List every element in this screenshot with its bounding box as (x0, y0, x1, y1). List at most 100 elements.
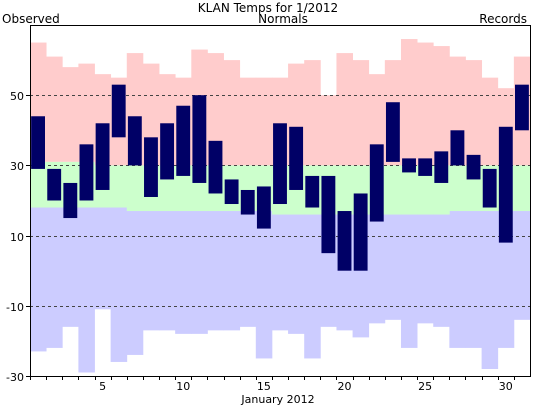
record-high-bar (239, 77, 257, 166)
normal-range-bar (126, 165, 144, 212)
record-high-bar (46, 56, 63, 162)
record-high-bar (223, 60, 241, 166)
plot-frame (30, 25, 531, 377)
observed-bar (337, 211, 352, 271)
x-tick-label: 15 (257, 380, 271, 393)
observed-bar (321, 175, 336, 254)
observed-bars (31, 84, 529, 271)
normal-range-bar (30, 161, 47, 208)
normal-range-bar (449, 165, 466, 212)
observed-bar (144, 137, 158, 197)
record-low-bar (384, 214, 402, 320)
record-low-bar (400, 214, 418, 348)
x-tick-label: 5 (99, 380, 106, 393)
legend-normals: Normals (258, 12, 308, 26)
record-low-bar (223, 211, 241, 331)
x-axis-title: January 2012 (240, 393, 314, 406)
record-low-bar (465, 211, 483, 348)
record-high-bar (255, 77, 273, 166)
observed-bar (160, 123, 175, 180)
observed-bar (515, 84, 529, 131)
observed-bar (289, 126, 304, 190)
record-low-bar (513, 211, 531, 320)
record-low-bar (449, 211, 466, 348)
observed-bar (176, 105, 191, 176)
x-tick-label: 10 (176, 380, 190, 393)
record-low-bar (30, 207, 47, 352)
record-low-bar (304, 214, 321, 359)
observed-bar (402, 158, 416, 173)
record-high-bar (417, 42, 434, 166)
observed-bar (466, 154, 481, 180)
record-high-bar (78, 63, 95, 162)
normal-range-bar (336, 165, 353, 215)
observed-bar (450, 130, 465, 166)
observed-bar (418, 158, 433, 176)
observed-bar (482, 168, 497, 208)
record-high-bar (368, 74, 386, 166)
observed-bar (31, 116, 45, 169)
observed-bar (385, 102, 400, 162)
normal-range-bar (513, 165, 531, 212)
record-high-bar (352, 60, 370, 166)
normal-range-bar (175, 165, 192, 212)
record-low-bar (159, 211, 176, 331)
record-low-bar (271, 214, 289, 331)
observed-bar (192, 95, 207, 183)
legend-observed: Observed (2, 12, 60, 26)
record-low-bar (417, 214, 434, 324)
record-low-bar (481, 211, 499, 369)
record-high-bar (336, 53, 353, 166)
record-low-bar (497, 211, 515, 348)
record-low-bar (46, 207, 63, 348)
observed-bar (79, 144, 94, 201)
chart-title: KLAN Temps for 1/2012 (198, 1, 338, 15)
record-high-bar (400, 39, 418, 166)
observed-bar (47, 168, 62, 201)
record-high-bar (481, 77, 499, 166)
record-low-bar (207, 211, 224, 331)
y-tick-label: 10 (10, 231, 24, 244)
observed-bar (353, 193, 368, 271)
observed-bar (224, 179, 239, 205)
normal-range-bar (384, 165, 402, 215)
record-high-bar (62, 67, 79, 162)
record-low-bar (288, 214, 305, 334)
y-tick-label: -30 (6, 371, 24, 384)
observed-bar (256, 186, 271, 229)
x-tick-label: 30 (499, 380, 513, 393)
record-high-bar (433, 46, 450, 166)
y-tick-label: -10 (6, 301, 24, 314)
record-high-bar (304, 60, 321, 166)
y-axis: -30 -10 10 30 50 (6, 90, 30, 384)
x-tick-label: 20 (338, 380, 352, 393)
observed-bar (305, 175, 320, 208)
observed-bar (498, 126, 513, 243)
record-low-bar (255, 211, 273, 359)
x-tick-label: 25 (418, 380, 432, 393)
record-low-bar (368, 214, 386, 324)
record-low-bar (126, 211, 144, 355)
observed-bar (111, 84, 126, 138)
observed-bar (369, 144, 384, 222)
observed-bar (273, 123, 287, 205)
record-high-bar (207, 53, 224, 166)
normal-range-bar (400, 165, 418, 215)
normal-range-bar (417, 165, 434, 215)
record-low-bar (239, 211, 257, 327)
record-low-bar (191, 211, 208, 334)
record-low-bar (110, 207, 128, 362)
record-low-bar (142, 211, 160, 331)
record-low-bar (62, 207, 79, 327)
observed-bar (208, 140, 223, 194)
record-low-bar (433, 214, 450, 327)
observed-bar (95, 123, 110, 190)
observed-bar (240, 189, 255, 215)
record-low-bar (175, 211, 192, 334)
observed-bar (63, 182, 78, 219)
normal-range-bar (110, 165, 128, 208)
record-low-bar (78, 207, 95, 373)
record-low-bar (94, 207, 112, 310)
record-high-bar (465, 60, 483, 166)
